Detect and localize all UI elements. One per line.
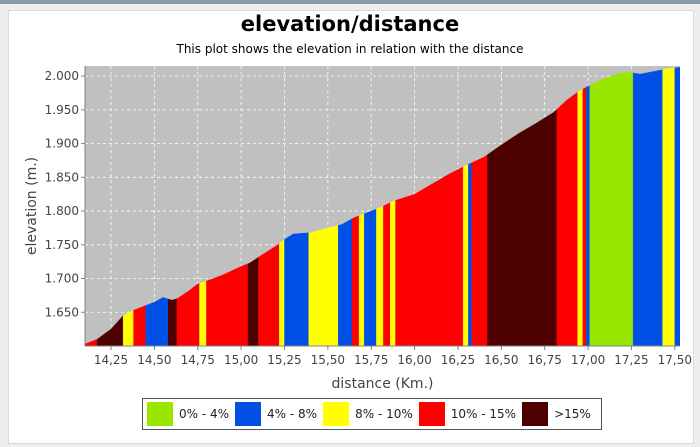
legend-swatch-1 xyxy=(235,402,262,426)
x-tick-label-12: 17,25 xyxy=(614,353,648,367)
x-tick-label-13: 17,50 xyxy=(658,353,692,367)
area-segment-2 xyxy=(122,309,134,346)
y-tick-label-4: 1.850 xyxy=(45,170,79,184)
x-tick-label-3: 15,00 xyxy=(224,353,258,367)
legend-item-3: 10% - 15% xyxy=(418,402,517,426)
area-segment-6 xyxy=(176,283,200,346)
area-segment-29 xyxy=(586,85,590,346)
area-segment-4 xyxy=(145,297,169,346)
area-segment-19 xyxy=(383,202,391,346)
legend-label-3: 10% - 15% xyxy=(450,407,517,421)
legend-label-1: 4% - 8% xyxy=(267,407,318,421)
x-tick-label-2: 14,75 xyxy=(181,353,215,367)
area-segment-17 xyxy=(364,208,377,346)
legend-item-0: 0% - 4% xyxy=(147,402,229,426)
legend-swatch-0 xyxy=(147,402,173,426)
legend-label-0: 0% - 4% xyxy=(179,407,230,421)
area-segments xyxy=(85,67,680,346)
legend-item-4: >15% xyxy=(522,402,591,426)
x-tick-label-9: 16,50 xyxy=(484,353,518,367)
area-segment-16 xyxy=(358,213,365,346)
x-tick-label-10: 16,75 xyxy=(528,353,562,367)
area-segment-3 xyxy=(133,305,146,346)
x-tick-label-11: 17,00 xyxy=(571,353,605,367)
x-tick-label-6: 15,75 xyxy=(354,353,388,367)
legend-swatch-3 xyxy=(418,402,445,426)
legend-item-1: 4% - 8% xyxy=(235,402,317,426)
legend-label-4: >15% xyxy=(554,407,591,421)
y-tick-label-3: 1.800 xyxy=(45,204,79,218)
chart-subtitle: This plot shows the elevation in relatio… xyxy=(176,42,524,56)
y-tick-label-1: 1.700 xyxy=(45,272,79,286)
area-segment-18 xyxy=(376,205,384,346)
area-segment-9 xyxy=(247,256,259,346)
x-axis-label: distance (Km.) xyxy=(332,376,434,392)
x-tick-label-5: 15,50 xyxy=(311,353,345,367)
area-segment-33 xyxy=(674,67,680,346)
area-segment-10 xyxy=(258,243,280,346)
chart-title: elevation/distance xyxy=(240,12,460,36)
area-segment-32 xyxy=(662,67,675,346)
legend-swatch-2 xyxy=(323,402,350,426)
area-segment-31 xyxy=(632,69,663,346)
x-tick-label-7: 16,00 xyxy=(397,353,431,367)
x-tick-label-4: 15,25 xyxy=(267,353,301,367)
legend-swatch-4 xyxy=(522,402,549,426)
area-segment-30 xyxy=(589,71,634,346)
area-segment-11 xyxy=(279,238,285,346)
x-tick-label-0: 14,25 xyxy=(94,353,128,367)
y-axis-label: elevation (m.) xyxy=(24,157,40,255)
x-tick-label-8: 16,25 xyxy=(441,353,475,367)
x-tick-label-1: 14,50 xyxy=(137,353,171,367)
area-segment-5 xyxy=(168,298,178,346)
area-segment-15 xyxy=(351,215,360,346)
y-tick-label-0: 1.650 xyxy=(45,305,79,319)
legend-label-2: 8% - 10% xyxy=(355,407,413,421)
area-segment-14 xyxy=(338,218,353,346)
y-tick-label-6: 1.950 xyxy=(45,103,79,117)
area-segment-23 xyxy=(468,162,473,346)
y-tick-label-2: 1.750 xyxy=(45,238,79,252)
area-segment-13 xyxy=(308,225,339,346)
legend-item-2: 8% - 10% xyxy=(323,402,413,426)
area-segment-24 xyxy=(471,154,488,346)
area-segment-20 xyxy=(390,200,396,346)
area-segment-1 xyxy=(96,315,124,346)
area-segment-12 xyxy=(284,232,309,346)
legend: 0% - 4% 4% - 8% 8% - 10% 10% - 15% >15% xyxy=(142,398,602,430)
window-top-bar xyxy=(0,0,700,4)
y-tick-label-7: 2.000 xyxy=(45,69,79,83)
area-segment-26 xyxy=(556,91,578,346)
area-segment-27 xyxy=(577,88,584,346)
area-segment-28 xyxy=(582,86,587,346)
y-tick-label-5: 1.900 xyxy=(45,137,79,151)
area-segment-7 xyxy=(199,280,207,346)
area-segment-22 xyxy=(462,164,469,346)
